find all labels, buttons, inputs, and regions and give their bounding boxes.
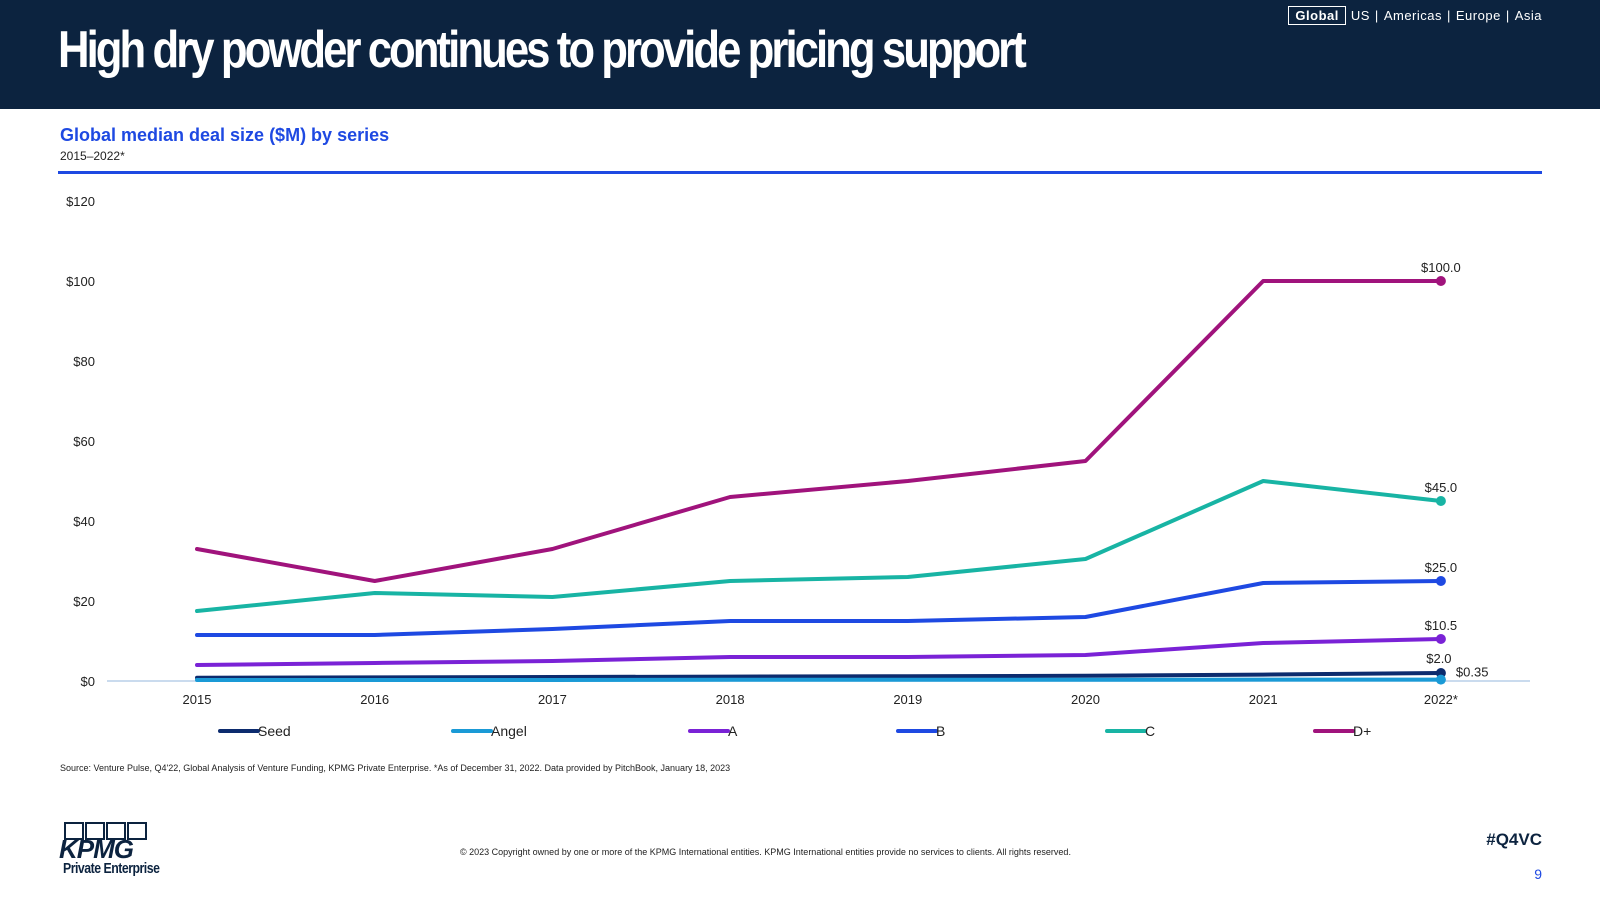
- legend-item: B: [896, 723, 945, 739]
- series-end-point: [1435, 276, 1446, 286]
- y-tick-label: $120: [66, 194, 95, 209]
- logo-wordmark: KPMG: [59, 834, 134, 862]
- x-tick-label: 2015: [183, 692, 212, 707]
- chart-title: Global median deal size ($M) by series: [60, 125, 390, 145]
- region-tab-europe[interactable]: Europe: [1455, 8, 1501, 23]
- data-label: $100.0: [1421, 260, 1461, 275]
- copyright-note: © 2023 Copyright owned by one or more of…: [460, 847, 1071, 857]
- header-band: High dry powder continues to provide pri…: [0, 0, 1600, 109]
- region-tab-americas[interactable]: Americas: [1383, 8, 1442, 23]
- series-line-b: [195, 579, 1443, 637]
- kpmg-logo: KPMG: [59, 822, 147, 862]
- data-label: $2.0: [1426, 651, 1451, 666]
- region-separator: |: [1374, 8, 1379, 23]
- legend-item: Angel: [451, 723, 527, 739]
- y-tick-label: $0: [81, 674, 95, 689]
- legend-label: A: [728, 723, 738, 739]
- x-tick-label: 2019: [893, 692, 922, 707]
- x-tick-label: 2020: [1071, 692, 1100, 707]
- series-line-c: [195, 479, 1443, 613]
- series-line-d-plus: [195, 279, 1443, 583]
- legend-item: Seed: [218, 723, 291, 739]
- y-tick-label: $80: [73, 354, 95, 369]
- x-tick-label: 2018: [716, 692, 745, 707]
- y-tick-label: $20: [73, 594, 95, 609]
- x-tick-label: 2022*: [1424, 692, 1458, 707]
- title-divider: [58, 171, 1542, 174]
- y-tick-label: $40: [73, 514, 95, 529]
- legend-label: Angel: [491, 723, 527, 739]
- legend-label: Seed: [258, 723, 291, 739]
- hashtag: #Q4VC: [1486, 830, 1542, 849]
- legend-item: D+: [1313, 723, 1371, 739]
- region-tab-us[interactable]: US: [1350, 8, 1370, 23]
- region-tab-global[interactable]: Global: [1288, 6, 1346, 25]
- series-line-a: [195, 637, 1443, 667]
- x-tick-label: 2016: [360, 692, 389, 707]
- data-label: $10.5: [1425, 618, 1458, 633]
- region-tab-asia[interactable]: Asia: [1514, 8, 1542, 23]
- legend-label: D+: [1353, 723, 1371, 739]
- legend-label: B: [936, 723, 945, 739]
- chart-subtitle: 2015–2022*: [60, 149, 125, 163]
- series-end-point: [1435, 674, 1446, 685]
- line-chart: $0 $20 $40 $60 $80 $100 $120 2015 2016 2017 2018 20…: [66, 194, 1530, 739]
- region-separator: |: [1447, 8, 1451, 23]
- logo-subtext: Private Enterprise: [63, 860, 160, 877]
- series-end-point: [1435, 576, 1446, 586]
- data-label: $45.0: [1425, 480, 1458, 495]
- page-number: 9: [1534, 866, 1542, 882]
- series-end-point: [1435, 496, 1446, 506]
- legend-item: C: [1105, 723, 1155, 739]
- data-label: $25.0: [1425, 560, 1458, 575]
- y-tick-label: $60: [73, 434, 95, 449]
- x-tick-label: 2017: [538, 692, 567, 707]
- y-tick-label: $100: [66, 274, 95, 289]
- data-label: $0.35: [1456, 665, 1489, 680]
- legend-item: A: [688, 723, 738, 739]
- page-title: High dry powder continues to provide pri…: [58, 21, 1027, 79]
- series-end-point: [1435, 634, 1446, 644]
- x-tick-label: 2021: [1249, 692, 1278, 707]
- series-line-seed: [195, 671, 1443, 680]
- source-note: Source: Venture Pulse, Q4'22, Global Ana…: [60, 763, 731, 773]
- region-nav: Global US | Americas | Europe | Asia: [1288, 6, 1542, 25]
- region-separator: |: [1505, 8, 1510, 23]
- legend-label: C: [1145, 723, 1155, 739]
